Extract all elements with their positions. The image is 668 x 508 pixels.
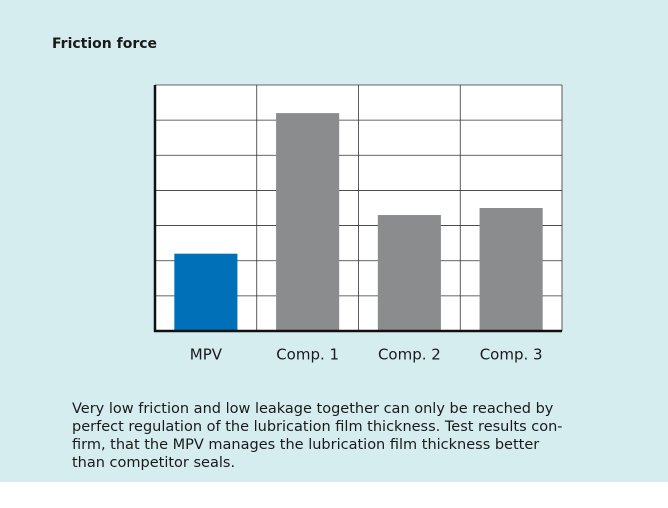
caption-line: Very low friction and low leakage togeth… [72, 401, 554, 417]
bar [174, 253, 238, 331]
chart-title: Friction force [52, 36, 157, 52]
bar [377, 215, 441, 331]
bar [479, 208, 543, 331]
x-tick-label: Comp. 2 [378, 346, 441, 364]
caption-line: than competitor seals. [72, 455, 235, 471]
x-tick-label: Comp. 1 [276, 346, 339, 364]
caption-line: perfect regulation of the lubrication fi… [72, 419, 563, 435]
x-tick-label: Comp. 3 [480, 346, 543, 364]
x-tick-label: MPV [190, 346, 223, 364]
bar [276, 113, 340, 331]
caption-line: firm, that the MPV manages the lubricati… [72, 437, 539, 453]
